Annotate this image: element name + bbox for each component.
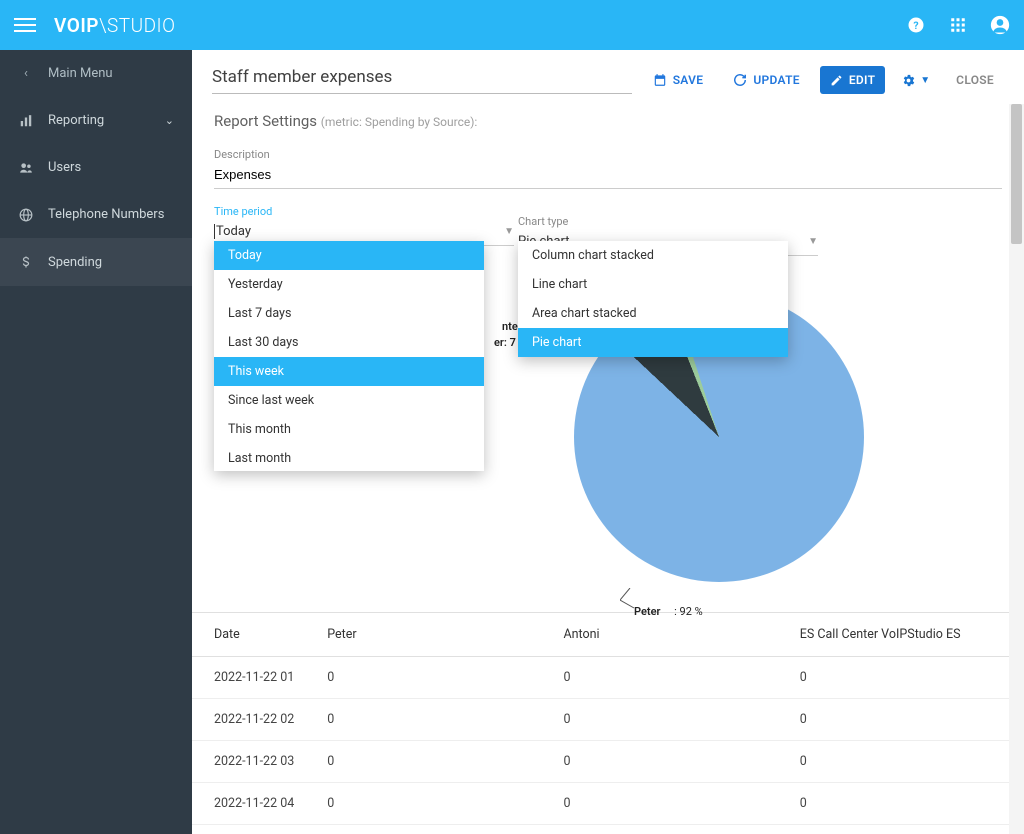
time-option[interactable]: Last 7 days: [214, 299, 484, 328]
column-header[interactable]: Antoni: [551, 613, 787, 657]
scrollbar-thumb[interactable]: [1011, 104, 1022, 244]
time-period-dropdown: TodayYesterdayLast 7 daysLast 30 daysThi…: [214, 241, 484, 471]
description-input[interactable]: [214, 161, 1002, 189]
page-header: Staff member expenses SAVE UPDATE EDIT ▼…: [192, 50, 1024, 104]
brand-logo: VOIP\STUDIO: [54, 14, 906, 37]
column-header[interactable]: Peter: [315, 613, 551, 657]
data-table: DatePeterAntoniES Call Center VoIPStudio…: [192, 612, 1024, 825]
time-option[interactable]: Yesterday: [214, 270, 484, 299]
dollar-icon: [18, 254, 34, 270]
column-header[interactable]: Date: [192, 613, 315, 657]
sidebar: ‹ Main Menu Reporting ⌄ Users Telephone N…: [0, 50, 192, 834]
save-button[interactable]: SAVE: [643, 66, 714, 94]
help-icon[interactable]: ?: [906, 15, 926, 35]
refresh-icon: [733, 73, 747, 87]
brand-part2: STUDIO: [107, 14, 176, 37]
settings-dropdown-icon[interactable]: ▼: [895, 73, 936, 88]
report-settings: Report Settings (metric: Spending by Sou…: [214, 104, 1002, 256]
chart-type-label: Chart type: [518, 215, 818, 228]
time-option[interactable]: This week: [214, 357, 484, 386]
account-icon[interactable]: [990, 15, 1010, 35]
table-row: 2022-11-22 03000: [192, 741, 1024, 783]
sidebar-item-label: Telephone Numbers: [48, 207, 164, 222]
chart-option[interactable]: Area chart stacked: [518, 299, 788, 328]
chevron-down-icon: ⌄: [165, 114, 174, 127]
sidebar-item-telephone-numbers[interactable]: Telephone Numbers: [0, 191, 192, 238]
apps-icon[interactable]: [948, 15, 968, 35]
brand-part1: VOIP: [54, 14, 99, 37]
edit-button[interactable]: EDIT: [820, 66, 885, 94]
close-button[interactable]: CLOSE: [946, 66, 1004, 94]
svg-text:?: ?: [913, 19, 918, 32]
globe-icon: [18, 208, 34, 222]
scrollbar-track[interactable]: [1009, 104, 1024, 834]
sidebar-back[interactable]: ‹ Main Menu: [0, 50, 192, 97]
chart-type-field: Chart type Pie chart ▼ Column chart stac…: [518, 205, 818, 256]
content-scroll[interactable]: Report Settings (metric: Spending by Sou…: [192, 104, 1024, 834]
users-icon: [18, 161, 34, 175]
table-row: 2022-11-22 02000: [192, 699, 1024, 741]
sidebar-item-label: Reporting: [48, 113, 104, 128]
sidebar-item-label: Users: [48, 160, 81, 175]
time-period-field: Time period Today ▼ TodayYesterdayLast 7…: [214, 205, 514, 256]
caret-down-icon: ▼: [808, 236, 818, 247]
chart-option[interactable]: Pie chart: [518, 328, 788, 357]
time-option[interactable]: Last 30 days: [214, 328, 484, 357]
settings-subtitle: (metric: Spending by Source):: [321, 115, 478, 129]
main-panel: Staff member expenses SAVE UPDATE EDIT ▼…: [192, 50, 1024, 834]
chart-option[interactable]: Line chart: [518, 270, 788, 299]
menu-icon[interactable]: [14, 14, 36, 36]
pencil-icon: [830, 74, 843, 87]
sidebar-back-label: Main Menu: [48, 66, 113, 81]
chart-icon: [18, 114, 34, 128]
time-period-label: Time period: [214, 205, 514, 218]
sidebar-item-reporting[interactable]: Reporting ⌄: [0, 97, 192, 144]
chevron-left-icon: ‹: [18, 66, 34, 81]
chart-type-dropdown: Column chart stackedLine chartArea chart…: [518, 241, 788, 357]
pie-label-main: Peter : 92 %: [634, 605, 703, 618]
table-row: 2022-11-22 01000: [192, 657, 1024, 699]
update-button[interactable]: UPDATE: [723, 66, 810, 94]
save-icon: [653, 73, 667, 87]
settings-title: Report Settings: [214, 112, 317, 130]
column-header[interactable]: ES Call Center VoIPStudio ES: [788, 613, 1024, 657]
gear-icon: [901, 73, 916, 88]
table-row: 2022-11-22 04000: [192, 783, 1024, 825]
caret-down-icon: ▼: [920, 75, 930, 86]
time-option[interactable]: Last month: [214, 444, 484, 471]
caret-down-icon: ▼: [504, 226, 514, 237]
sidebar-item-label: Spending: [48, 255, 102, 270]
sidebar-item-users[interactable]: Users: [0, 144, 192, 191]
topbar-actions: ?: [906, 15, 1010, 35]
topbar: VOIP\STUDIO ?: [0, 0, 1024, 50]
time-option[interactable]: Today: [214, 241, 484, 270]
chart-option[interactable]: Column chart stacked: [518, 241, 788, 270]
sidebar-item-spending[interactable]: Spending: [0, 238, 192, 286]
description-label: Description: [214, 148, 1002, 161]
time-option[interactable]: This month: [214, 415, 484, 444]
page-title: Staff member expenses: [212, 67, 632, 94]
time-option[interactable]: Since last week: [214, 386, 484, 415]
